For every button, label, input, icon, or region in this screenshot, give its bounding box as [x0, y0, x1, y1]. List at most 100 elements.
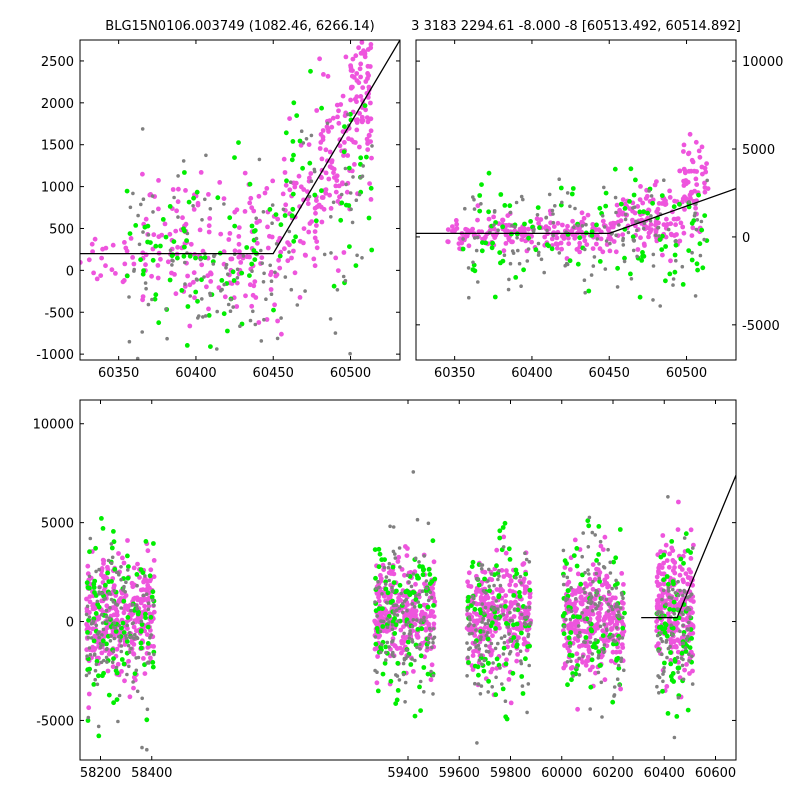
data-point-green [660, 688, 665, 694]
data-point-grey [422, 554, 427, 558]
data-point-grey [98, 645, 103, 650]
data-point-pink [542, 234, 548, 240]
data-point-grey [94, 662, 99, 667]
data-point-grey [208, 207, 213, 211]
data-point-grey [561, 574, 566, 578]
data-point-green [497, 535, 503, 541]
data-point-green [700, 265, 706, 271]
data-point-green [133, 223, 139, 228]
data-point-grey [508, 649, 513, 654]
data-point-grey [593, 638, 598, 642]
data-point-grey [539, 257, 544, 262]
data-point-pink [205, 273, 211, 279]
data-point-pink [142, 576, 148, 582]
data-point-grey [499, 604, 503, 609]
data-point-green [549, 246, 555, 252]
data-point-grey [489, 572, 494, 576]
data-point-pink [677, 572, 683, 578]
data-point-green [622, 206, 628, 211]
data-point-green [514, 571, 520, 576]
data-point-grey [401, 610, 405, 615]
data-point-green [509, 231, 514, 237]
data-point-green [289, 157, 295, 163]
data-point-pink [638, 235, 643, 241]
data-point-pink [501, 248, 507, 254]
data-point-pink [365, 47, 371, 52]
data-point-grey [482, 658, 487, 663]
data-point-pink [526, 226, 531, 232]
data-point-pink [87, 594, 93, 599]
data-point-pink [681, 149, 686, 154]
data-point-green [574, 546, 580, 551]
data-point-grey [597, 576, 602, 581]
data-point-pink [405, 602, 410, 607]
data-point-pink [358, 61, 364, 67]
data-point-grey [502, 253, 507, 257]
data-point-green [415, 627, 421, 632]
data-point-grey [527, 663, 531, 668]
data-point-pink [122, 240, 127, 245]
data-point-pink [643, 196, 649, 201]
data-point-pink [138, 597, 144, 602]
data-point-grey [484, 633, 489, 638]
data-point-grey [269, 279, 274, 284]
data-point-pink [585, 212, 591, 218]
data-point-grey [390, 627, 395, 631]
data-point-grey [465, 608, 470, 613]
data-point-pink [522, 584, 528, 590]
data-point-grey [683, 646, 688, 650]
data-point-green [561, 631, 567, 637]
data-point-grey [137, 242, 142, 247]
data-point-pink [548, 220, 553, 226]
data-point-grey [375, 614, 379, 618]
data-point-green [138, 567, 144, 572]
data-point-green [500, 686, 506, 692]
data-point-pink [668, 658, 674, 663]
data-point-green [569, 677, 574, 683]
data-point-pink [376, 598, 382, 604]
data-point-grey [384, 575, 389, 579]
data-point-pink [363, 107, 368, 113]
data-point-grey [87, 615, 92, 619]
data-point-grey [89, 622, 94, 626]
data-point-grey [468, 646, 473, 650]
data-point-grey [470, 594, 475, 599]
data-point-pink [672, 198, 677, 204]
data-point-grey [501, 612, 506, 617]
data-point-green [479, 182, 484, 188]
data-point-pink [268, 272, 273, 278]
data-point-grey [124, 633, 128, 638]
data-point-pink [256, 193, 262, 199]
data-point-green [93, 545, 98, 551]
data-point-green [393, 701, 399, 706]
data-point-grey [261, 210, 266, 214]
data-point-grey [661, 588, 666, 593]
data-point-grey [600, 715, 604, 719]
data-point-grey [680, 663, 685, 668]
data-point-pink [249, 205, 255, 211]
data-point-grey [486, 618, 491, 623]
data-point-pink [128, 236, 134, 241]
data-point-green [506, 546, 512, 552]
data-point-green [657, 237, 663, 243]
data-point-green [182, 170, 187, 175]
data-point-pink [503, 599, 508, 604]
data-point-grey [492, 223, 496, 227]
data-point-green [293, 234, 298, 240]
data-point-green [85, 667, 91, 673]
data-point-green [664, 633, 670, 639]
data-point-pink [378, 573, 383, 578]
data-point-green [663, 622, 669, 628]
data-point-grey [660, 614, 665, 618]
data-point-grey [600, 596, 604, 600]
data-point-grey [97, 585, 102, 590]
data-point-green [283, 130, 289, 136]
data-point-pink [500, 217, 505, 223]
data-point-grey [226, 302, 231, 307]
data-point-grey [691, 546, 695, 550]
data-point-grey [426, 521, 431, 526]
data-point-grey [524, 605, 528, 610]
data-point-pink [607, 248, 613, 254]
data-point-grey [395, 613, 400, 617]
